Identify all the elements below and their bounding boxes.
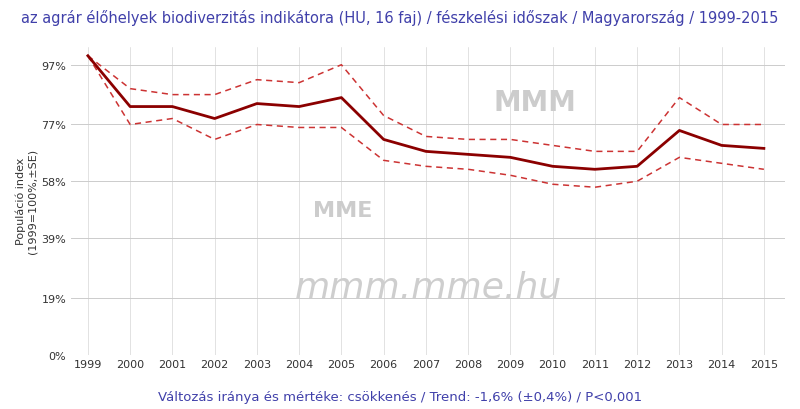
Y-axis label: Populáció index
(1999=100%,±SE): Populáció index (1999=100%,±SE) [15, 149, 37, 254]
Text: Változás iránya és mértéke: csökkenés / Trend: -1,6% (±0,4%) / P<0,001: Változás iránya és mértéke: csökkenés / … [158, 390, 642, 403]
Text: az agrár élőhelyek biodiverzitás indikátora (HU, 16 faj) / fészkelési időszak / : az agrár élőhelyek biodiverzitás indikát… [22, 10, 778, 26]
Text: MMM: MMM [494, 89, 577, 117]
Text: mmm.mme.hu: mmm.mme.hu [294, 270, 562, 304]
Text: MME: MME [313, 200, 372, 220]
